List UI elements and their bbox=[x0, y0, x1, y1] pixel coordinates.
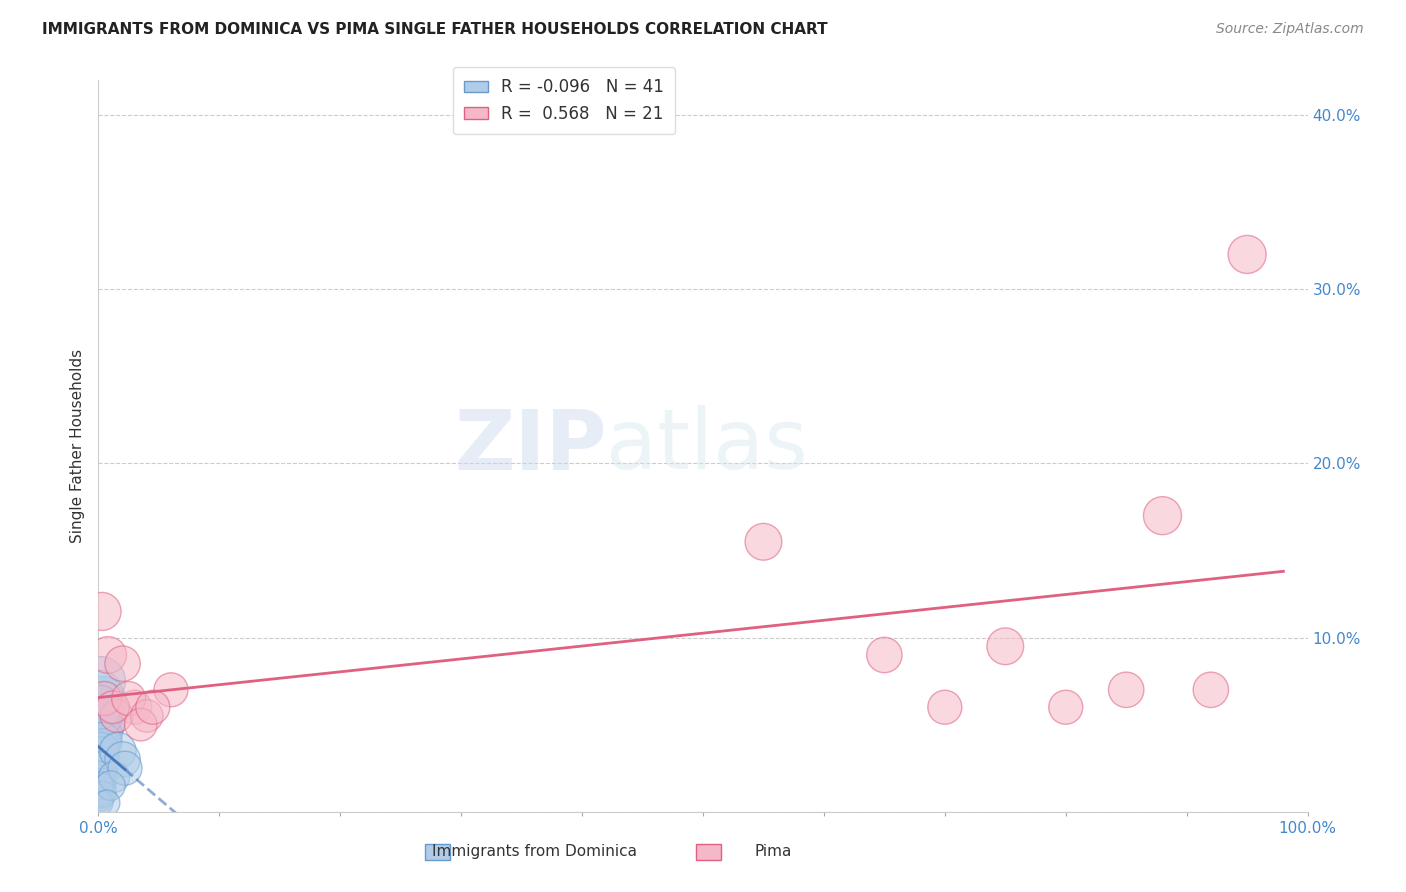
Point bbox=[124, 700, 146, 714]
Legend: R = -0.096   N = 41, R =  0.568   N = 21: R = -0.096 N = 41, R = 0.568 N = 21 bbox=[453, 67, 675, 135]
Point bbox=[89, 752, 111, 766]
Point bbox=[91, 604, 114, 618]
Point bbox=[994, 640, 1017, 654]
Point bbox=[142, 700, 165, 714]
Point bbox=[1054, 700, 1077, 714]
Point bbox=[1236, 247, 1258, 261]
Point bbox=[89, 686, 111, 700]
Point bbox=[89, 773, 111, 788]
Point bbox=[934, 700, 956, 714]
Point bbox=[100, 779, 122, 793]
Point bbox=[89, 744, 111, 758]
Point bbox=[90, 739, 112, 753]
Point bbox=[90, 749, 112, 764]
Point bbox=[91, 700, 114, 714]
Point bbox=[91, 709, 114, 723]
Point bbox=[90, 766, 112, 780]
Point bbox=[91, 770, 114, 784]
Point bbox=[873, 648, 896, 662]
Y-axis label: Single Father Households: Single Father Households bbox=[70, 349, 86, 543]
Point bbox=[90, 709, 112, 723]
Point bbox=[91, 717, 114, 731]
Point bbox=[89, 779, 111, 793]
Point bbox=[1152, 508, 1174, 523]
Point bbox=[107, 744, 129, 758]
Text: Source: ZipAtlas.com: Source: ZipAtlas.com bbox=[1216, 22, 1364, 37]
Point bbox=[91, 691, 114, 706]
Point bbox=[90, 790, 112, 805]
Point bbox=[129, 717, 152, 731]
Point bbox=[135, 709, 157, 723]
Point bbox=[89, 721, 111, 735]
Point bbox=[90, 761, 112, 775]
Text: Pima: Pima bbox=[755, 845, 792, 859]
Point bbox=[114, 761, 136, 775]
Point bbox=[91, 787, 114, 801]
Point bbox=[91, 728, 114, 742]
Point bbox=[90, 779, 112, 793]
Point bbox=[93, 691, 115, 706]
Point bbox=[97, 648, 120, 662]
Bar bbox=[696, 844, 721, 860]
Point bbox=[111, 657, 134, 671]
Point bbox=[90, 744, 112, 758]
Text: ZIP: ZIP bbox=[454, 406, 606, 486]
Point bbox=[160, 682, 183, 697]
Point bbox=[101, 700, 124, 714]
Point bbox=[118, 691, 141, 706]
Point bbox=[91, 756, 114, 770]
Point bbox=[90, 761, 112, 775]
Point bbox=[90, 731, 112, 746]
Point bbox=[93, 714, 115, 728]
Text: IMMIGRANTS FROM DOMINICA VS PIMA SINGLE FATHER HOUSEHOLDS CORRELATION CHART: IMMIGRANTS FROM DOMINICA VS PIMA SINGLE … bbox=[42, 22, 828, 37]
Point bbox=[103, 770, 125, 784]
Point bbox=[90, 735, 112, 749]
Text: Immigrants from Dominica: Immigrants from Dominica bbox=[432, 845, 637, 859]
Point bbox=[91, 784, 114, 798]
Text: atlas: atlas bbox=[606, 406, 808, 486]
Point bbox=[90, 796, 112, 810]
Point bbox=[111, 752, 134, 766]
Point bbox=[105, 709, 128, 723]
Bar bbox=[425, 844, 450, 860]
Point bbox=[91, 697, 114, 711]
Point bbox=[89, 726, 111, 740]
Point bbox=[752, 534, 775, 549]
Point bbox=[1199, 682, 1222, 697]
Point bbox=[90, 674, 112, 689]
Point bbox=[91, 704, 114, 718]
Point bbox=[89, 787, 111, 801]
Point bbox=[91, 735, 114, 749]
Point bbox=[1115, 682, 1137, 697]
Point bbox=[89, 700, 111, 714]
Point bbox=[96, 796, 118, 810]
